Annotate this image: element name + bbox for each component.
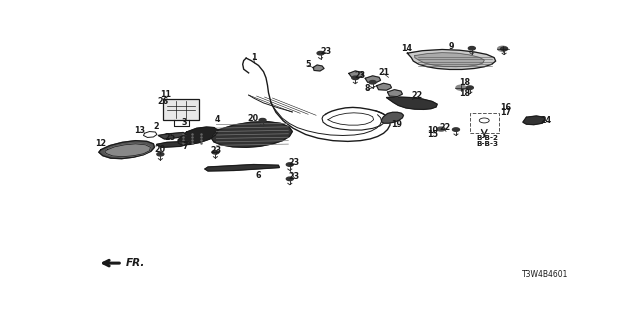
Text: 24: 24 [541, 116, 552, 125]
Text: 6: 6 [256, 172, 261, 180]
Text: 23: 23 [289, 172, 300, 181]
Circle shape [286, 163, 293, 166]
Polygon shape [349, 71, 364, 78]
Text: 8: 8 [365, 84, 371, 93]
Polygon shape [388, 90, 403, 97]
Text: 3: 3 [181, 118, 187, 127]
Text: 7: 7 [182, 142, 188, 151]
Text: 5: 5 [305, 60, 311, 69]
Polygon shape [376, 83, 392, 90]
Text: 22: 22 [412, 91, 423, 100]
Text: T3W4B4601: T3W4B4601 [522, 270, 568, 279]
Text: 13: 13 [134, 125, 145, 135]
Circle shape [157, 153, 164, 156]
Text: 1: 1 [251, 53, 257, 62]
Circle shape [452, 128, 460, 131]
Polygon shape [178, 127, 218, 145]
Circle shape [456, 85, 466, 90]
Text: 2: 2 [153, 122, 159, 131]
Circle shape [259, 118, 266, 122]
Circle shape [500, 47, 508, 51]
Text: 15: 15 [428, 131, 438, 140]
Text: 11: 11 [160, 90, 171, 99]
Circle shape [468, 46, 476, 50]
Polygon shape [105, 144, 150, 157]
Text: 23: 23 [289, 158, 300, 167]
Text: B-B-2: B-B-2 [477, 135, 499, 141]
Text: 20: 20 [155, 145, 166, 154]
Circle shape [467, 86, 474, 89]
Text: 16: 16 [500, 103, 511, 112]
Circle shape [317, 52, 324, 55]
Text: 19: 19 [391, 120, 402, 129]
Text: 25: 25 [164, 133, 176, 142]
Circle shape [212, 150, 219, 154]
Circle shape [352, 76, 359, 80]
Polygon shape [313, 65, 324, 71]
Polygon shape [99, 141, 154, 159]
Text: 20: 20 [247, 114, 258, 123]
Polygon shape [365, 76, 381, 83]
Polygon shape [205, 164, 280, 171]
Text: 23: 23 [355, 71, 366, 80]
Text: B-B-3: B-B-3 [477, 141, 499, 147]
Polygon shape [523, 116, 545, 124]
Text: 12: 12 [95, 139, 106, 148]
Polygon shape [158, 132, 187, 139]
Polygon shape [157, 141, 191, 147]
Text: 21: 21 [378, 68, 389, 77]
Bar [470, 113, 499, 132]
Circle shape [437, 127, 445, 131]
Text: 26: 26 [158, 98, 169, 107]
Text: FR.: FR. [126, 258, 145, 268]
Polygon shape [387, 97, 437, 109]
Circle shape [369, 81, 376, 84]
Text: 22: 22 [439, 123, 450, 132]
Polygon shape [408, 50, 495, 69]
Circle shape [498, 46, 508, 51]
Text: 23: 23 [211, 146, 222, 155]
Text: 14: 14 [401, 44, 412, 53]
Text: 18: 18 [460, 78, 470, 87]
Text: 23: 23 [320, 47, 331, 56]
Text: 17: 17 [500, 108, 511, 117]
Circle shape [286, 177, 293, 180]
Text: 4: 4 [215, 115, 221, 124]
Polygon shape [415, 53, 484, 67]
Polygon shape [211, 122, 292, 147]
Polygon shape [381, 112, 403, 123]
Text: 10: 10 [428, 125, 438, 135]
Bar [163, 99, 199, 120]
Text: 9: 9 [448, 42, 454, 51]
Text: 18: 18 [460, 89, 470, 98]
